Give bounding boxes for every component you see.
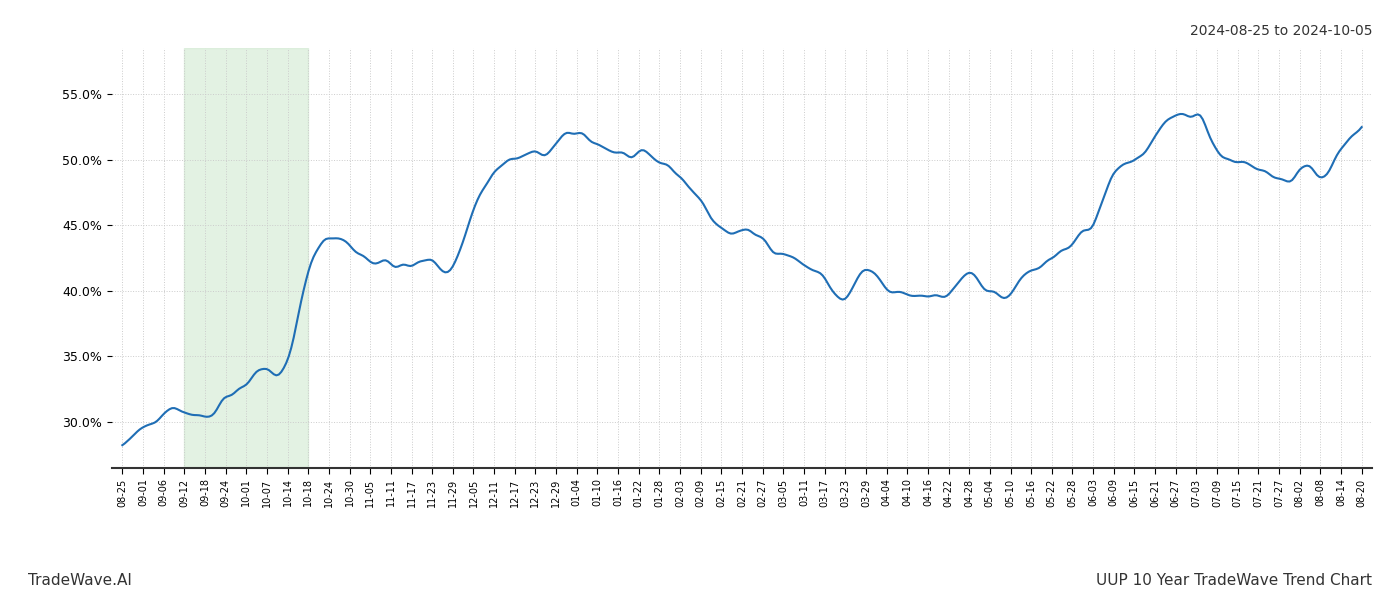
Text: UUP 10 Year TradeWave Trend Chart: UUP 10 Year TradeWave Trend Chart (1096, 573, 1372, 588)
Text: TradeWave.AI: TradeWave.AI (28, 573, 132, 588)
Bar (185, 48, 308, 468)
Text: 2024-08-25 to 2024-10-05: 2024-08-25 to 2024-10-05 (1190, 24, 1372, 38)
